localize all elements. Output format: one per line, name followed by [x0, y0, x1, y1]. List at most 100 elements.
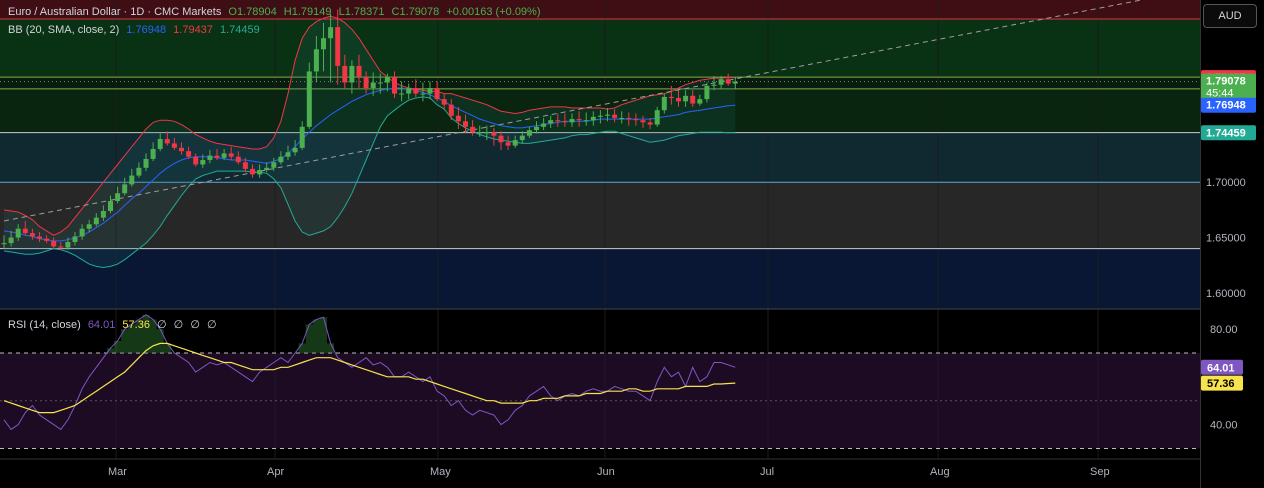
- candle[interactable]: [406, 83, 412, 100]
- bb-basis-line[interactable]: [3, 87, 736, 242]
- candle[interactable]: [150, 142, 156, 162]
- candle[interactable]: [576, 111, 582, 127]
- candle[interactable]: [676, 90, 681, 107]
- candle[interactable]: [732, 76, 738, 90]
- candle[interactable]: [654, 106, 660, 127]
- candle[interactable]: [448, 99, 454, 121]
- currency-button[interactable]: AUD: [1203, 4, 1257, 28]
- candle[interactable]: [477, 125, 483, 137]
- rsi-name[interactable]: RSI (14, close): [8, 319, 81, 331]
- candle[interactable]: [44, 235, 50, 244]
- candle[interactable]: [143, 153, 149, 172]
- candle[interactable]: [136, 162, 142, 178]
- candle[interactable]: [384, 73, 390, 92]
- candle[interactable]: [590, 111, 596, 126]
- candle[interactable]: [100, 205, 106, 221]
- candle[interactable]: [193, 153, 199, 167]
- candle[interactable]: [647, 117, 653, 130]
- candle[interactable]: [93, 213, 99, 227]
- candle[interactable]: [157, 133, 163, 152]
- candle[interactable]: [278, 151, 284, 165]
- candle[interactable]: [491, 127, 497, 146]
- candle[interactable]: [370, 72, 376, 96]
- candle[interactable]: [619, 111, 625, 124]
- candle[interactable]: [392, 71, 397, 99]
- candle[interactable]: [292, 140, 298, 156]
- candle[interactable]: [562, 113, 568, 127]
- candles[interactable]: [1, 9, 738, 250]
- rsi-line[interactable]: [3, 314, 736, 431]
- candle[interactable]: [470, 120, 476, 136]
- candle[interactable]: [526, 126, 532, 138]
- symbol-title[interactable]: Euro / Australian Dollar · 1D · CMC Mark…: [8, 6, 222, 18]
- candle[interactable]: [356, 54, 362, 89]
- candle[interactable]: [512, 135, 518, 148]
- candle[interactable]: [264, 162, 270, 173]
- candle[interactable]: [122, 177, 128, 196]
- candle[interactable]: [420, 82, 426, 102]
- candle[interactable]: [328, 13, 334, 83]
- candle[interactable]: [65, 237, 71, 250]
- candle[interactable]: [434, 81, 440, 102]
- candle[interactable]: [72, 232, 78, 246]
- candle[interactable]: [633, 113, 639, 126]
- candle[interactable]: [250, 164, 255, 178]
- candle[interactable]: [242, 157, 248, 173]
- trendline[interactable]: [3, 0, 1218, 222]
- candle[interactable]: [413, 79, 419, 97]
- candle[interactable]: [640, 115, 646, 128]
- candle[interactable]: [108, 195, 113, 214]
- candle[interactable]: [221, 148, 227, 161]
- candle[interactable]: [200, 154, 206, 168]
- candle[interactable]: [711, 75, 717, 91]
- candle[interactable]: [498, 131, 504, 151]
- candle[interactable]: [583, 112, 589, 126]
- bb-name[interactable]: BB (20, SMA, close, 2): [8, 24, 120, 36]
- candle[interactable]: [15, 224, 21, 241]
- candle[interactable]: [1, 235, 7, 249]
- candle[interactable]: [661, 93, 667, 114]
- candle[interactable]: [271, 157, 277, 172]
- candle[interactable]: [541, 117, 547, 131]
- candle[interactable]: [704, 82, 710, 103]
- candle[interactable]: [207, 150, 213, 164]
- candle[interactable]: [548, 115, 554, 128]
- candle[interactable]: [164, 131, 170, 146]
- candle[interactable]: [612, 109, 618, 123]
- candle[interactable]: [79, 224, 85, 240]
- candle[interactable]: [29, 228, 35, 240]
- candle[interactable]: [115, 186, 121, 204]
- candle[interactable]: [597, 110, 603, 124]
- candle[interactable]: [228, 146, 234, 161]
- candle[interactable]: [377, 73, 383, 94]
- candle[interactable]: [519, 131, 525, 144]
- candle[interactable]: [725, 73, 731, 86]
- candle[interactable]: [505, 135, 511, 151]
- candle[interactable]: [427, 81, 433, 100]
- candle[interactable]: [129, 168, 135, 187]
- candle[interactable]: [555, 113, 561, 127]
- candle[interactable]: [299, 121, 305, 151]
- candle[interactable]: [718, 75, 724, 90]
- candle[interactable]: [455, 106, 461, 130]
- candle[interactable]: [321, 22, 326, 72]
- rsi-ma-line[interactable]: [3, 342, 736, 414]
- candle[interactable]: [534, 121, 539, 134]
- candle[interactable]: [313, 35, 319, 83]
- rsi-pane[interactable]: 80.00 40.00 64.01 57.36: [0, 314, 1243, 449]
- candle[interactable]: [690, 90, 696, 107]
- candle[interactable]: [626, 112, 632, 126]
- candle[interactable]: [179, 142, 184, 155]
- candle[interactable]: [363, 71, 369, 94]
- candle[interactable]: [214, 148, 220, 161]
- time-axis[interactable]: Mar Apr May Jun Jul Aug Sep: [0, 458, 1200, 478]
- candle[interactable]: [349, 60, 355, 94]
- candle[interactable]: [171, 137, 177, 151]
- candle[interactable]: [342, 54, 348, 89]
- candle[interactable]: [697, 94, 703, 106]
- candle[interactable]: [306, 62, 312, 130]
- trendline-dashed[interactable]: [3, 0, 1218, 222]
- candle[interactable]: [8, 230, 14, 247]
- candle[interactable]: [683, 90, 689, 107]
